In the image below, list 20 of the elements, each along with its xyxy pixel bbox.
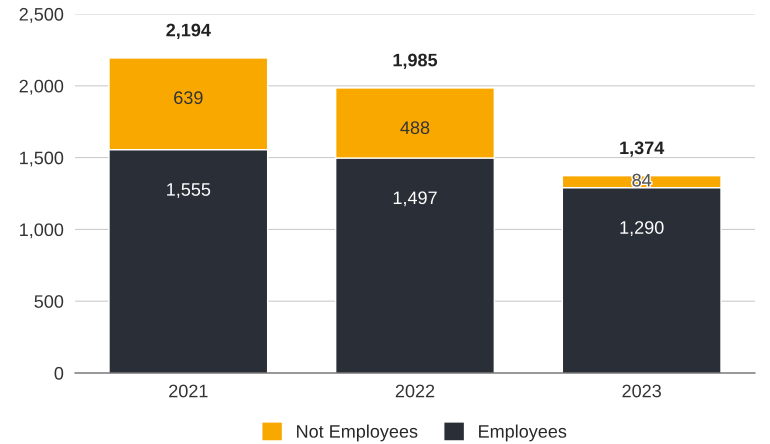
y-tick-label: 0 (54, 366, 64, 380)
data-label: 84 (632, 174, 652, 187)
data-label: 1,555 (167, 183, 210, 198)
y-tick-label: 2,000 (20, 80, 64, 95)
y-tick-label: 1,500 (20, 152, 64, 166)
data-label: 639 (174, 91, 203, 104)
data-label: 1,497 (394, 191, 437, 206)
x-tick-label: 2022 (396, 384, 434, 398)
total-label: 2,194 (166, 24, 211, 40)
data-label: 1,290 (620, 221, 664, 236)
total-label: 1,374 (620, 141, 664, 157)
x-tick-label: 2021 (169, 384, 208, 398)
y-tick-label: 500 (34, 295, 64, 308)
y-tick-label: 2,500 (20, 8, 64, 23)
x-tick-label: 2023 (622, 384, 661, 398)
total-label: 1,985 (394, 54, 438, 70)
legend-label: Not Employees (297, 424, 418, 442)
legend-label: Employees (479, 424, 566, 442)
y-tick-label: 1,000 (20, 223, 64, 238)
data-label: 488 (400, 121, 430, 134)
